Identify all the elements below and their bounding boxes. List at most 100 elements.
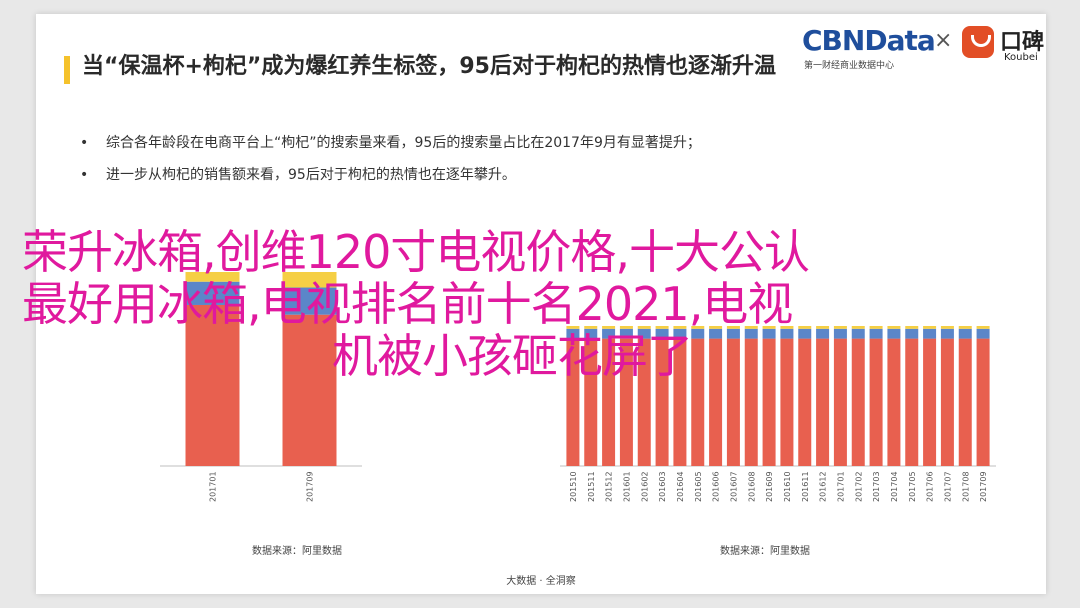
chart1-bar-segment bbox=[282, 287, 337, 315]
overlay-line-2: 最好用冰箱,电视排名前十名2021,电视 bbox=[22, 277, 793, 331]
slide: 当“保温杯+枸杞”成为爆红养生标签，95后对于枸杞的热情也逐渐升温 CBNDat… bbox=[36, 14, 1046, 594]
chart2-tick-label: 201606 bbox=[712, 471, 721, 502]
chart2-bar-segment bbox=[780, 328, 794, 339]
chart2-tick-label: 201612 bbox=[819, 471, 828, 502]
chart2-bar-segment bbox=[798, 328, 812, 339]
chart2-bar-segment bbox=[726, 338, 740, 466]
chart2-tick-label: 201607 bbox=[729, 471, 738, 502]
chart2-bar-segment bbox=[833, 326, 847, 329]
chart1-bar-segment bbox=[282, 272, 337, 288]
chart2-source: 数据来源：阿里数据 bbox=[720, 546, 810, 557]
chart2-bar-segment bbox=[869, 328, 883, 339]
chart2-tick-label: 201706 bbox=[926, 471, 935, 502]
chart2-bar-segment bbox=[691, 326, 705, 329]
chart2-bar-segment bbox=[976, 338, 990, 466]
chart2-bar-segment bbox=[905, 338, 919, 466]
chart2-tick-label: 201701 bbox=[836, 471, 845, 502]
cbndata-logo: CBNData bbox=[802, 24, 936, 57]
chart1-bar-segment bbox=[185, 281, 240, 305]
chart2-tick-label: 201608 bbox=[747, 471, 756, 502]
overlay-line-1: 荣升冰箱,创维120寸电视价格,十大公认 bbox=[22, 225, 810, 279]
chart2-bar-segment bbox=[691, 328, 705, 339]
chart2-bar-segment bbox=[833, 338, 847, 466]
chart2-bar-segment bbox=[869, 326, 883, 329]
chart2-tick-label: 201605 bbox=[694, 471, 703, 502]
chart2-bar-segment bbox=[780, 338, 794, 466]
chart2-bar-segment bbox=[940, 326, 954, 329]
chart2-bar-segment bbox=[602, 326, 616, 329]
cbndata-subtitle: 第一财经商业数据中心 bbox=[804, 61, 895, 71]
chart2-tick-label: 201511 bbox=[587, 471, 596, 502]
chart1-bar-segment bbox=[282, 314, 337, 466]
chart2-bar-segment bbox=[673, 326, 687, 329]
chart2-tick-label: 201702 bbox=[854, 471, 863, 502]
chart2-bar-segment bbox=[798, 338, 812, 466]
chart2-bar-segment bbox=[958, 338, 972, 466]
chart2-bar-segment bbox=[744, 338, 758, 466]
chart2-bar-segment bbox=[673, 328, 687, 339]
chart2-tick-label: 201604 bbox=[676, 471, 685, 502]
chart2-bar-segment bbox=[637, 326, 651, 329]
chart2-bar-segment bbox=[619, 326, 633, 329]
chart2-bar-segment bbox=[798, 326, 812, 329]
koubei-logo-icon bbox=[962, 26, 994, 58]
chart2-bar-segment bbox=[887, 328, 901, 339]
chart2-tick-label: 201611 bbox=[801, 471, 810, 502]
bullet-list: 综合各年龄段在电商平台上“枸杞”的搜索量来看，95后的搜索量占比在2017年9月… bbox=[70, 127, 970, 191]
chart1-source: 数据来源：阿里数据 bbox=[252, 546, 342, 557]
chart2-tick-label: 201603 bbox=[658, 471, 667, 502]
chart2-tick-label: 201610 bbox=[783, 471, 792, 502]
chart2-tick-label: 201609 bbox=[765, 471, 774, 502]
chart1-bar-segment bbox=[185, 272, 240, 282]
slide-footer: 大数据 · 全洞察 bbox=[506, 576, 576, 587]
chart2-bar-segment bbox=[566, 328, 580, 339]
chart2-bar-segment bbox=[851, 328, 865, 339]
chart2-bar-segment bbox=[762, 326, 776, 329]
chart2-bar-segment bbox=[566, 326, 580, 329]
chart2-bar-segment bbox=[655, 328, 669, 339]
chart2-bar-segment bbox=[637, 338, 651, 466]
chart1-tick-label: 201709 bbox=[306, 471, 315, 502]
chart2-bar-segment bbox=[958, 328, 972, 339]
chart2-bar-segment bbox=[584, 328, 598, 339]
chart2-tick-label: 201510 bbox=[569, 471, 578, 502]
chart2-bar-segment bbox=[726, 326, 740, 329]
chart2-bar-segment bbox=[816, 326, 830, 329]
chart2-bar-segment bbox=[602, 328, 616, 339]
bullet-item: 综合各年龄段在电商平台上“枸杞”的搜索量来看，95后的搜索量占比在2017年9月… bbox=[70, 127, 970, 159]
chart2-tick-label: 201703 bbox=[872, 471, 881, 502]
koubei-logo-en: Koubei bbox=[1004, 52, 1038, 63]
chart2-bar-segment bbox=[816, 338, 830, 466]
chart2-bar-segment bbox=[602, 338, 616, 466]
chart2-bar-segment bbox=[976, 326, 990, 329]
chart2-bar-segment bbox=[923, 328, 937, 339]
chart2-bar-segment bbox=[833, 328, 847, 339]
chart2-bar-segment bbox=[709, 328, 723, 339]
chart2-tick-label: 201709 bbox=[979, 471, 988, 502]
chart2-tick-label: 201708 bbox=[961, 471, 970, 502]
chart2-bar-segment bbox=[905, 328, 919, 339]
chart2-bar-segment bbox=[744, 326, 758, 329]
chart2-bar-segment bbox=[780, 326, 794, 329]
chart2-bar-segment bbox=[958, 326, 972, 329]
chart2-bar-segment bbox=[619, 328, 633, 339]
chart2-bar-segment bbox=[655, 338, 669, 466]
chart2-bar-segment bbox=[762, 338, 776, 466]
chart1-bar-segment bbox=[185, 304, 240, 466]
bullet-item: 进一步从枸杞的销售额来看，95后对于枸杞的热情也在逐年攀升。 bbox=[70, 159, 970, 191]
chart2-bar-segment bbox=[584, 338, 598, 466]
chart2-bar-segment bbox=[619, 338, 633, 466]
chart2-tick-label: 201602 bbox=[640, 471, 649, 502]
chart2-bar-segment bbox=[851, 326, 865, 329]
logo-separator: × bbox=[934, 28, 953, 53]
chart2-tick-label: 201707 bbox=[943, 471, 952, 502]
chart2-tick-label: 201704 bbox=[890, 471, 899, 502]
chart2-tick-label: 201601 bbox=[622, 471, 631, 502]
chart2-bar-segment bbox=[923, 338, 937, 466]
chart2-bar-segment bbox=[923, 326, 937, 329]
chart2-bar-segment bbox=[869, 338, 883, 466]
chart2-tick-label: 201512 bbox=[605, 471, 614, 502]
chart2-bar-segment bbox=[637, 328, 651, 339]
title-accent-bar bbox=[64, 56, 70, 84]
